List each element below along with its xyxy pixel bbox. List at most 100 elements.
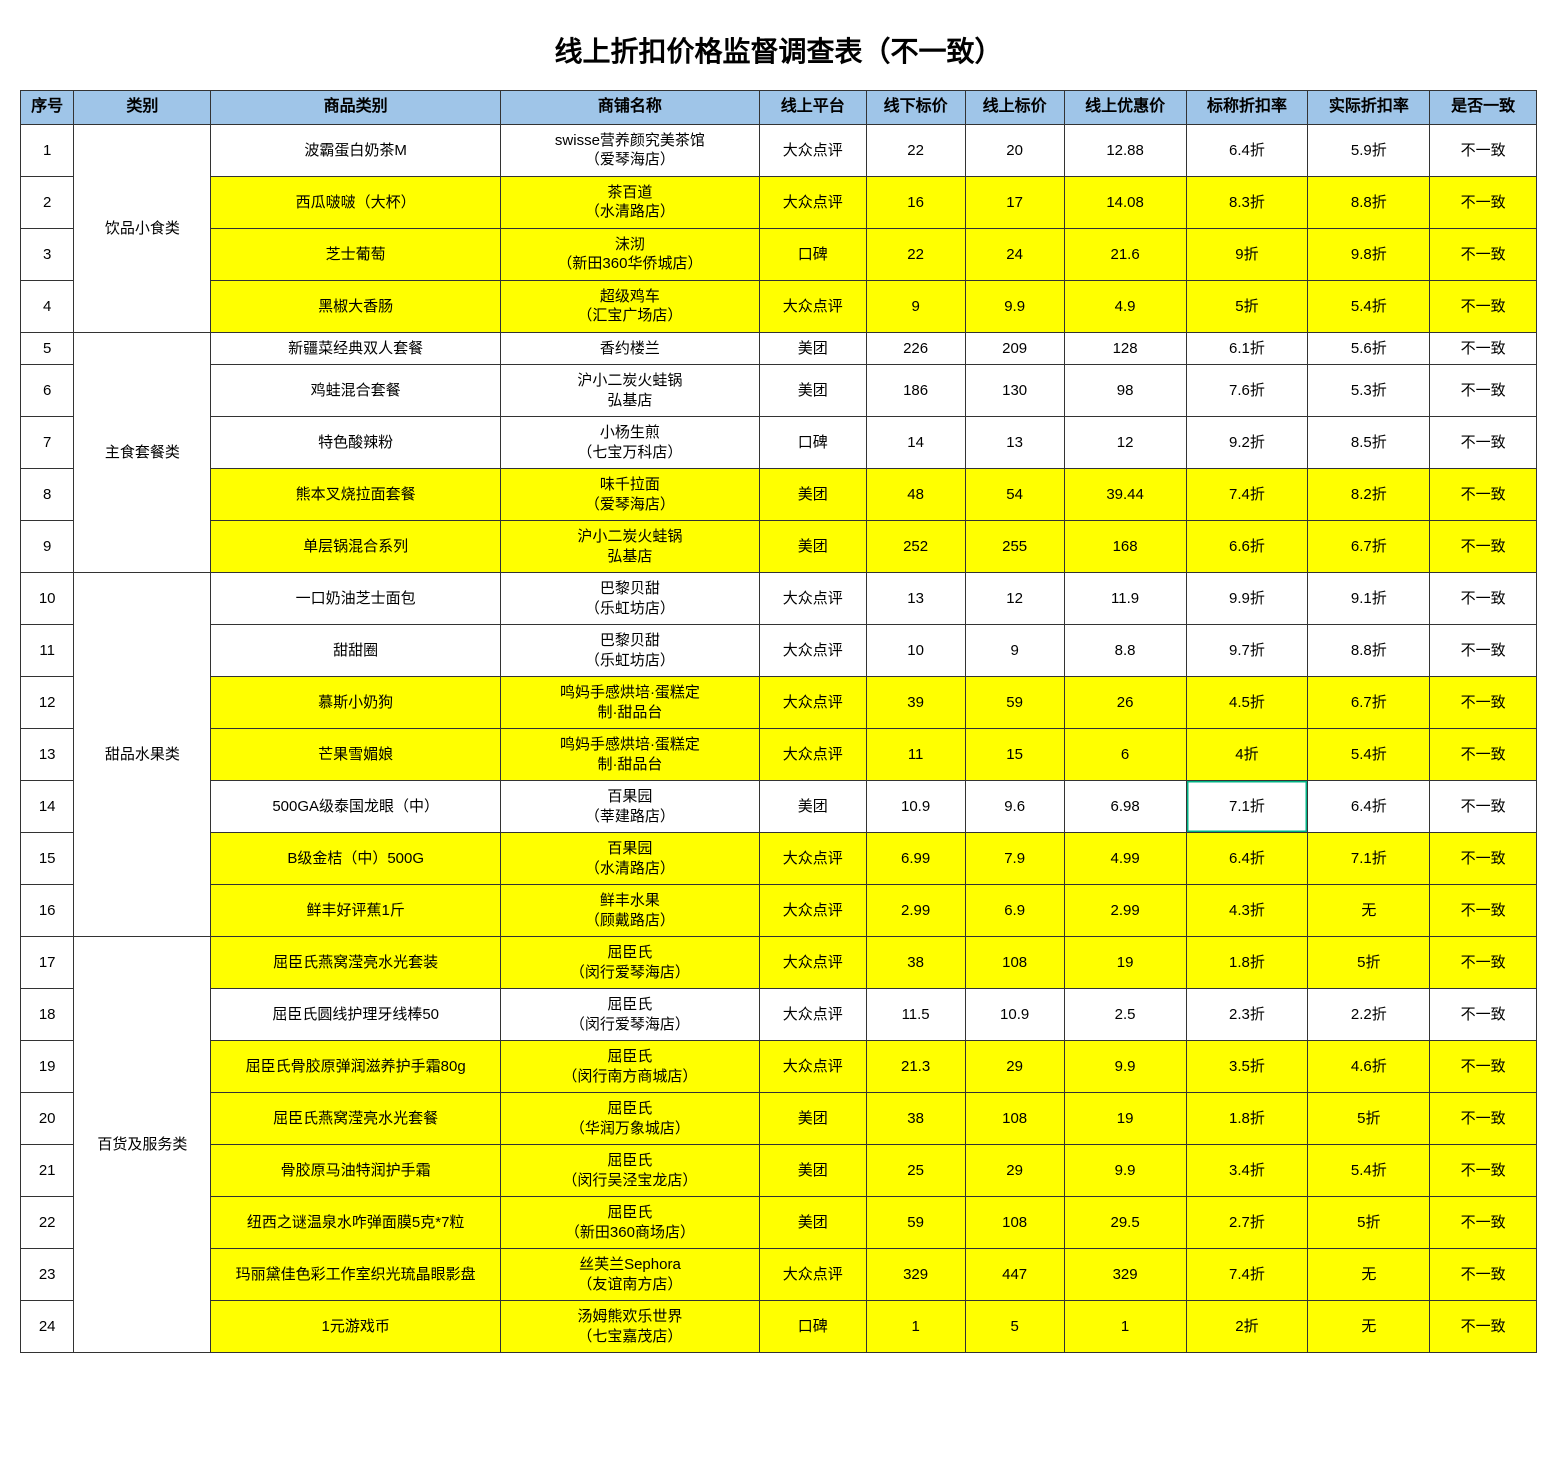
cell-actual-rate: 2.2折 [1308, 989, 1430, 1041]
cell-promo-price: 19 [1064, 937, 1186, 989]
cell-match: 不一致 [1430, 781, 1537, 833]
cell-offline-price: 14 [866, 417, 965, 469]
cell-match: 不一致 [1430, 625, 1537, 677]
cell-product: 屈臣氏圆线护理牙线棒50 [211, 989, 500, 1041]
cell-offline-price: 226 [866, 332, 965, 365]
cell-actual-rate: 5折 [1308, 1197, 1430, 1249]
cell-shop: 屈臣氏（闵行吴泾宝龙店） [500, 1145, 759, 1197]
cell-product: 芝士葡萄 [211, 228, 500, 280]
cell-nominal-rate: 2.3折 [1186, 989, 1308, 1041]
col-header: 线上标价 [965, 91, 1064, 125]
cell-match: 不一致 [1430, 228, 1537, 280]
cell-shop: 屈臣氏（华润万象城店） [500, 1093, 759, 1145]
cell-nominal-rate: 3.5折 [1186, 1041, 1308, 1093]
col-header: 商品类别 [211, 91, 500, 125]
table-header-row: 序号 类别 商品类别 商铺名称 线上平台 线下标价 线上标价 线上优惠价 标称折… [21, 91, 1537, 125]
cell-product: 波霸蛋白奶茶M [211, 124, 500, 176]
cell-product: 玛丽黛佳色彩工作室织光琉晶眼影盘 [211, 1249, 500, 1301]
cell-nominal-rate: 6.6折 [1186, 521, 1308, 573]
cell-online-price: 9.6 [965, 781, 1064, 833]
cell-actual-rate: 8.5折 [1308, 417, 1430, 469]
table-row: 8熊本叉烧拉面套餐味千拉面（爱琴海店）美团485439.447.4折8.2折不一… [21, 469, 1537, 521]
cell-offline-price: 39 [866, 677, 965, 729]
cell-actual-rate: 5.6折 [1308, 332, 1430, 365]
cell-nominal-rate: 6.4折 [1186, 833, 1308, 885]
cell-nominal-rate: 9.7折 [1186, 625, 1308, 677]
cell-offline-price: 59 [866, 1197, 965, 1249]
col-header: 线上平台 [759, 91, 866, 125]
cell-shop: 巴黎贝甜（乐虹坊店） [500, 573, 759, 625]
table-row: 18屈臣氏圆线护理牙线棒50屈臣氏（闵行爱琴海店）大众点评11.510.92.5… [21, 989, 1537, 1041]
cell-nominal-rate: 9.9折 [1186, 573, 1308, 625]
col-header: 是否一致 [1430, 91, 1537, 125]
cell-platform: 口碑 [759, 417, 866, 469]
cell-shop: 百果园（水清路店） [500, 833, 759, 885]
cell-platform: 大众点评 [759, 885, 866, 937]
cell-shop: 鸣妈手感烘培·蛋糕定制·甜品台 [500, 729, 759, 781]
cell-index: 10 [21, 573, 74, 625]
cell-index: 19 [21, 1041, 74, 1093]
cell-index: 5 [21, 332, 74, 365]
cell-offline-price: 252 [866, 521, 965, 573]
cell-actual-rate: 5.4折 [1308, 280, 1430, 332]
cell-index: 23 [21, 1249, 74, 1301]
cell-index: 3 [21, 228, 74, 280]
cell-index: 2 [21, 176, 74, 228]
cell-nominal-rate: 7.4折 [1186, 1249, 1308, 1301]
cell-shop: 巴黎贝甜（乐虹坊店） [500, 625, 759, 677]
cell-shop: 小杨生煎（七宝万科店） [500, 417, 759, 469]
cell-actual-rate: 5折 [1308, 937, 1430, 989]
cell-nominal-rate: 4.3折 [1186, 885, 1308, 937]
cell-match: 不一致 [1430, 417, 1537, 469]
cell-online-price: 17 [965, 176, 1064, 228]
cell-nominal-rate: 1.8折 [1186, 937, 1308, 989]
table-row: 20屈臣氏燕窝滢亮水光套餐屈臣氏（华润万象城店）美团38108191.8折5折不… [21, 1093, 1537, 1145]
cell-shop: 鸣妈手感烘培·蛋糕定制·甜品台 [500, 677, 759, 729]
cell-actual-rate: 5折 [1308, 1093, 1430, 1145]
cell-online-price: 130 [965, 365, 1064, 417]
table-row: 21骨胶原马油特润护手霜屈臣氏（闵行吴泾宝龙店）美团25299.93.4折5.4… [21, 1145, 1537, 1197]
table-row: 11甜甜圈巴黎贝甜（乐虹坊店）大众点评1098.89.7折8.8折不一致 [21, 625, 1537, 677]
cell-product: 1元游戏币 [211, 1301, 500, 1353]
cell-match: 不一致 [1430, 729, 1537, 781]
cell-category: 饮品小食类 [74, 124, 211, 332]
cell-index: 9 [21, 521, 74, 573]
cell-online-price: 255 [965, 521, 1064, 573]
cell-product: 芒果雪媚娘 [211, 729, 500, 781]
cell-platform: 大众点评 [759, 937, 866, 989]
cell-promo-price: 21.6 [1064, 228, 1186, 280]
cell-index: 21 [21, 1145, 74, 1197]
cell-offline-price: 329 [866, 1249, 965, 1301]
cell-nominal-rate: 7.1折 [1186, 781, 1308, 833]
cell-category: 甜品水果类 [74, 573, 211, 937]
cell-shop: 屈臣氏（闵行爱琴海店） [500, 937, 759, 989]
cell-product: 500GA级泰国龙眼（中） [211, 781, 500, 833]
cell-offline-price: 13 [866, 573, 965, 625]
cell-platform: 口碑 [759, 1301, 866, 1353]
cell-shop: 沪小二炭火蛙锅弘基店 [500, 365, 759, 417]
cell-online-price: 108 [965, 1093, 1064, 1145]
cell-index: 13 [21, 729, 74, 781]
cell-online-price: 108 [965, 1197, 1064, 1249]
cell-platform: 大众点评 [759, 124, 866, 176]
cell-platform: 大众点评 [759, 280, 866, 332]
cell-promo-price: 2.99 [1064, 885, 1186, 937]
cell-product: 特色酸辣粉 [211, 417, 500, 469]
cell-actual-rate: 无 [1308, 1249, 1430, 1301]
cell-product: 甜甜圈 [211, 625, 500, 677]
table-row: 22纽西之谜温泉水咋弹面膜5克*7粒屈臣氏（新田360商场店）美团5910829… [21, 1197, 1537, 1249]
cell-offline-price: 22 [866, 124, 965, 176]
cell-nominal-rate: 3.4折 [1186, 1145, 1308, 1197]
cell-index: 11 [21, 625, 74, 677]
cell-promo-price: 9.9 [1064, 1145, 1186, 1197]
cell-match: 不一致 [1430, 677, 1537, 729]
cell-platform: 美团 [759, 469, 866, 521]
cell-match: 不一致 [1430, 1041, 1537, 1093]
cell-promo-price: 168 [1064, 521, 1186, 573]
cell-promo-price: 26 [1064, 677, 1186, 729]
cell-online-price: 24 [965, 228, 1064, 280]
col-header: 线上优惠价 [1064, 91, 1186, 125]
cell-offline-price: 1 [866, 1301, 965, 1353]
cell-index: 16 [21, 885, 74, 937]
cell-product: 屈臣氏骨胶原弹润滋养护手霜80g [211, 1041, 500, 1093]
